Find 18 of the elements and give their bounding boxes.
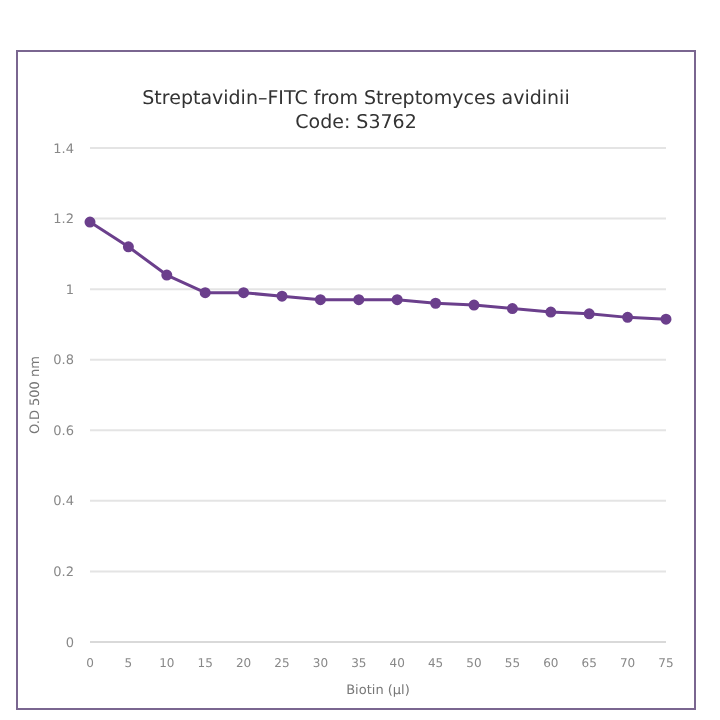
chart-title: Streptavidin–FITC from Streptomyces avidinii (140, 88, 572, 112)
point (161, 269, 173, 281)
point (122, 241, 134, 253)
point (430, 297, 442, 309)
point (238, 287, 250, 299)
chart-subtitle: Code: S3762 (293, 112, 419, 136)
point (353, 294, 365, 306)
point (314, 294, 326, 306)
point (391, 294, 403, 306)
point (622, 311, 634, 323)
point (506, 303, 518, 315)
point (660, 313, 672, 325)
point (468, 299, 480, 311)
point (583, 308, 595, 320)
point (199, 287, 211, 299)
point (276, 290, 288, 302)
point (84, 216, 96, 228)
point (545, 306, 557, 318)
